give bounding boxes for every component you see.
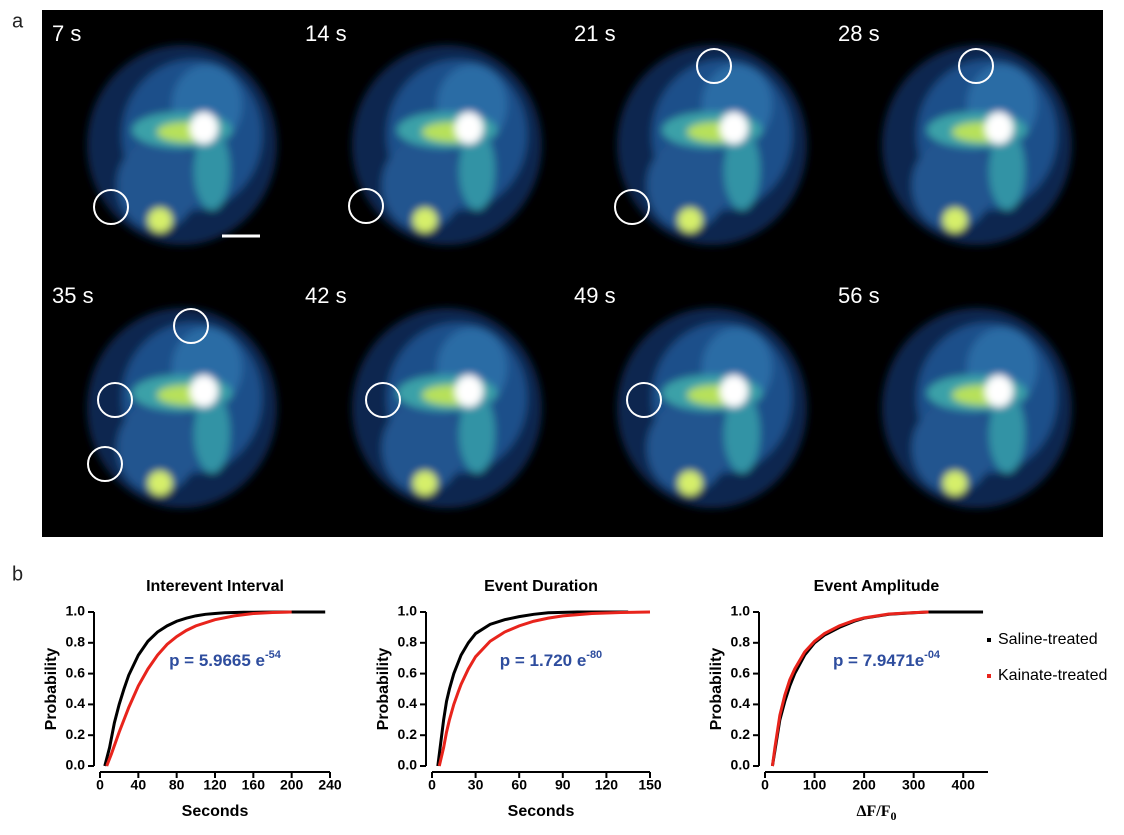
y-tick-label: 0.4: [731, 695, 751, 711]
x-tick-label: 200: [280, 777, 304, 793]
cdf-line: [437, 610, 651, 767]
x-tick-label: 300: [902, 777, 926, 793]
x-tick-label: 120: [203, 777, 227, 793]
y-tick-label: 0.8: [398, 634, 418, 650]
x-tick-label: 60: [511, 777, 527, 793]
x-axis-label-text: Seconds: [182, 803, 249, 820]
x-tick-label: 150: [638, 777, 662, 793]
time-label: 21 s: [574, 21, 616, 46]
y-tick-label: 0.4: [66, 695, 86, 711]
y-axis-label: Probability: [43, 648, 60, 731]
cdf-line: [105, 610, 292, 767]
p-value-text: p = 1.720 e: [500, 651, 586, 670]
chart-title: Event Amplitude: [814, 578, 940, 595]
x-axis-label: Seconds: [508, 803, 575, 820]
p-value: p = 1.720 e-80: [500, 649, 602, 671]
y-tick-label: 0.6: [66, 664, 86, 680]
cdf-line: [770, 610, 984, 767]
y-tick-label: 0.2: [66, 726, 86, 742]
y-tick-label: 0.0: [66, 757, 86, 773]
x-axis-label-text: ΔF/F: [856, 803, 890, 820]
x-tick-label: 0: [96, 777, 104, 793]
p-value-text: p = 5.9665 e: [169, 651, 265, 670]
p-value: p = 7.9471e-04: [833, 649, 941, 671]
y-tick-label: 1.0: [398, 603, 418, 619]
y-tick-label: 0.2: [731, 726, 751, 742]
legend-label: Saline-treated: [998, 631, 1098, 648]
p-value: p = 5.9665 e-54: [169, 649, 282, 671]
time-label: 49 s: [574, 283, 616, 308]
time-label: 42 s: [305, 283, 347, 308]
p-value-text: p = 7.9471e: [833, 651, 924, 670]
x-tick-label: 120: [595, 777, 619, 793]
p-value-exponent: -54: [265, 649, 282, 661]
x-tick-label: 0: [428, 777, 436, 793]
x-tick-label: 400: [952, 777, 976, 793]
time-label: 14 s: [305, 21, 347, 46]
panel-label: a: [12, 10, 24, 32]
x-tick-label: 160: [242, 777, 266, 793]
panel-label: b: [12, 563, 23, 585]
y-tick-label: 0.0: [731, 757, 751, 773]
x-axis-label: Seconds: [182, 803, 249, 820]
event-circles: [87, 48, 994, 482]
x-tick-label: 30: [468, 777, 484, 793]
y-tick-label: 0.6: [731, 664, 751, 680]
y-tick-label: 0.0: [398, 757, 418, 773]
x-tick-label: 240: [318, 777, 342, 793]
p-value-exponent: -80: [586, 649, 602, 661]
y-axis-label: Probability: [708, 648, 725, 731]
x-axis-label-text: Seconds: [508, 803, 575, 820]
x-tick-label: 90: [555, 777, 571, 793]
p-value-exponent: -04: [924, 649, 941, 661]
cdf-line: [770, 610, 929, 767]
cdf-line: [436, 610, 629, 767]
y-tick-label: 0.8: [66, 634, 86, 650]
x-axis-label: ΔF/F0: [856, 803, 896, 823]
x-tick-label: 40: [131, 777, 147, 793]
legend-marker: [987, 638, 991, 642]
legend-label: Kainate-treated: [998, 667, 1107, 684]
x-tick-label: 0: [761, 777, 769, 793]
time-label: 35 s: [52, 283, 94, 308]
y-tick-label: 0.2: [398, 726, 418, 742]
y-tick-label: 0.6: [398, 664, 418, 680]
time-label: 56 s: [838, 283, 880, 308]
legend-marker: [987, 674, 991, 678]
x-tick-label: 200: [852, 777, 876, 793]
x-tick-label: 80: [169, 777, 185, 793]
chart-title: Event Duration: [484, 578, 598, 595]
time-label: 7 s: [52, 21, 81, 46]
y-tick-label: 0.8: [731, 634, 751, 650]
chart-title: Interevent Interval: [146, 578, 284, 595]
y-tick-label: 0.4: [398, 695, 418, 711]
y-tick-label: 1.0: [731, 603, 751, 619]
cdf-line: [103, 610, 326, 767]
x-tick-label: 100: [803, 777, 827, 793]
x-axis-label-subscript: 0: [891, 809, 897, 823]
y-axis-label: Probability: [375, 648, 392, 731]
y-tick-label: 1.0: [66, 603, 86, 619]
time-label: 28 s: [838, 21, 880, 46]
